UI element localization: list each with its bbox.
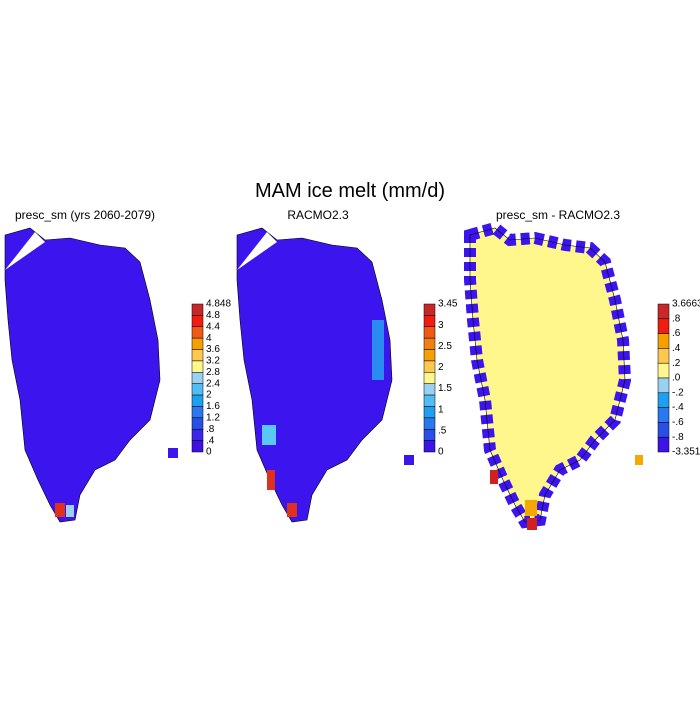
colorbar-label: 3.45 (438, 299, 458, 310)
colorbar-label: .5 (438, 425, 447, 436)
colorbar-box (657, 318, 670, 334)
colorbar-label: 4.4 (206, 321, 220, 332)
colorbar-box (423, 326, 436, 339)
colorbar-box (191, 394, 204, 407)
figure-title: MAM ice melt (mm/d) (255, 180, 445, 202)
colorbar-label: 2 (438, 362, 444, 373)
colorbar-label: 2.8 (206, 367, 220, 378)
colorbar-label: .4 (672, 343, 681, 354)
colorbar-box (657, 392, 670, 408)
colorbar-box (423, 303, 436, 316)
colorbar-box (423, 372, 436, 384)
colorbar-box (191, 428, 204, 441)
colorbar-label: -3.351 (672, 447, 700, 458)
colorbar-label: 3 (438, 320, 444, 331)
colorbar-label: 1.5 (438, 383, 452, 394)
colorbar-label: 1.6 (206, 401, 220, 412)
colorbar-box (191, 337, 204, 350)
colorbar-box (657, 333, 670, 349)
colorbar-box (423, 417, 436, 430)
colorbar-label: .8 (206, 424, 215, 435)
colorbar-label: .2 (672, 358, 681, 369)
colorbar-label: 2 (206, 390, 212, 401)
panel-title: presc_sm - RACMO2.3 (496, 208, 620, 222)
colorbar-box (423, 349, 436, 362)
colorbar-box (423, 428, 436, 441)
colorbar-label: 0 (206, 447, 212, 458)
colorbar-label: 0 (438, 447, 444, 458)
colorbar-label: 4 (206, 333, 212, 344)
colorbar-box (657, 407, 670, 423)
colorbar-box (191, 303, 204, 316)
colorbar-box (191, 360, 204, 373)
colorbar-label: .6 (672, 328, 681, 339)
colorbar-box (423, 440, 436, 453)
colorbar-box (191, 406, 204, 419)
colorbar-label: -.8 (672, 432, 684, 443)
colorbar-box (191, 417, 204, 430)
colorbar-label: 2.4 (206, 378, 220, 389)
colorbar-label: 4.848 (206, 299, 231, 310)
colorbar-box (657, 362, 670, 379)
map-panel (4, 227, 178, 523)
colorbar-box (423, 315, 436, 328)
panel-title: RACMO2.3 (287, 208, 349, 222)
colorbar-label: 3.6 (206, 344, 220, 355)
colorbar-label: 4.8 (206, 310, 220, 321)
colorbar-label: 3.2 (206, 356, 220, 367)
colorbar-box (423, 360, 436, 373)
map-panel (470, 228, 643, 530)
colorbar-label: 3.6663 (672, 299, 700, 310)
colorbar-label: 1 (438, 404, 444, 415)
colorbar-box (191, 326, 204, 339)
colorbar-label: -.6 (672, 417, 684, 428)
colorbar-label: 2.5 (438, 341, 452, 352)
colorbar-box (423, 394, 436, 407)
colorbar-box (191, 372, 204, 384)
colorbar-box (423, 337, 436, 350)
colorbar-box (657, 303, 670, 320)
colorbar-label: -.4 (672, 402, 684, 413)
colorbar-label: 1.2 (206, 412, 220, 423)
colorbar-box (191, 315, 204, 328)
colorbar-box (423, 383, 436, 396)
colorbar-label: -.2 (672, 387, 684, 398)
colorbar-label: .4 (206, 435, 215, 446)
colorbar-box (191, 440, 204, 453)
colorbar-box (191, 349, 204, 362)
colorbar-label: .8 (672, 313, 681, 324)
colorbar-box (657, 348, 670, 364)
colorbar-box (657, 436, 670, 453)
colorbar-box (191, 383, 204, 396)
colorbar-box (423, 406, 436, 419)
panel-title: presc_sm (yrs 2060-2079) (15, 208, 155, 222)
colorbar-box (657, 422, 670, 438)
colorbar-box (657, 377, 670, 394)
colorbar-label: .0 (672, 373, 681, 384)
map-panel (236, 227, 414, 523)
